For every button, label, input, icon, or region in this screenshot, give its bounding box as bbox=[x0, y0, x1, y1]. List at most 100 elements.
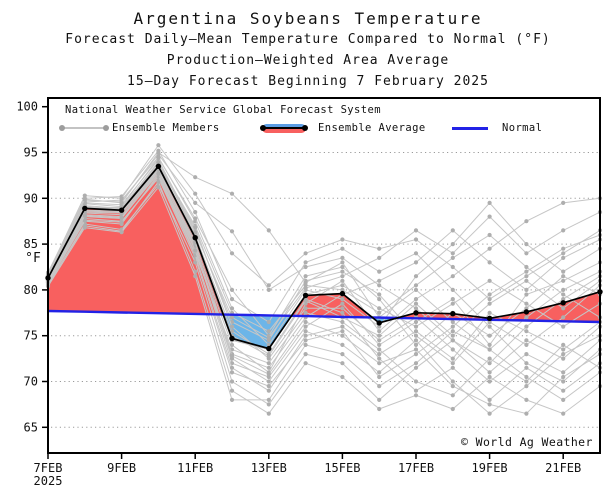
ensemble-member-dot bbox=[413, 329, 419, 334]
ensemble-member-dot bbox=[487, 278, 492, 283]
ensemble-member-dot bbox=[413, 283, 419, 288]
ensemble-member-dot bbox=[303, 361, 308, 366]
ensemble-member-dot bbox=[119, 215, 124, 220]
ensemble-member-dot bbox=[377, 310, 382, 315]
ensemble-member-dot bbox=[561, 269, 566, 274]
ensemble-member-dot bbox=[450, 264, 455, 270]
ensemble-member-dot bbox=[413, 324, 419, 329]
ensemble-member-dot bbox=[303, 329, 308, 334]
ensemble-member-dot bbox=[413, 297, 419, 302]
ensemble-member-dot bbox=[524, 264, 529, 270]
ensemble-member-dot bbox=[487, 411, 492, 416]
ensemble-member-dot bbox=[193, 216, 198, 221]
ensemble-member-dot bbox=[340, 301, 345, 306]
ensemble-member-dot bbox=[119, 220, 124, 225]
ensemble-member-dot bbox=[229, 353, 235, 358]
ensemble-member-dot bbox=[450, 329, 455, 334]
ensemble-member-dot bbox=[450, 297, 455, 302]
ensemble-member-dot bbox=[193, 225, 198, 230]
ensemble-member-dot bbox=[450, 324, 455, 329]
ensemble-member-dot bbox=[377, 352, 382, 357]
ensemble-member-dot bbox=[303, 298, 308, 303]
ensemble-member-dot bbox=[524, 411, 529, 416]
ensemble-member-dot bbox=[266, 372, 271, 377]
y-axis-label: °F bbox=[25, 251, 41, 266]
ensemble-member-dot bbox=[450, 301, 455, 306]
ensemble-member-dot bbox=[524, 242, 529, 247]
ensemble-member-dot bbox=[561, 379, 566, 384]
ensemble-member-dot bbox=[229, 342, 235, 347]
ensemble-member-dot bbox=[377, 347, 382, 352]
ensemble-member-dot bbox=[487, 342, 492, 347]
ensemble-member-dot bbox=[450, 319, 455, 325]
y-tick-label: 95 bbox=[24, 146, 38, 160]
ensemble-member-dot bbox=[524, 338, 529, 343]
ensemble-member-dot bbox=[524, 342, 529, 347]
ensemble-member-dot bbox=[487, 402, 492, 407]
ensemble-member-dot bbox=[303, 280, 308, 285]
ensemble-member-dot bbox=[156, 179, 161, 184]
ensemble-member-dot bbox=[229, 287, 235, 292]
ensemble-member-line bbox=[47, 151, 601, 401]
ensemble-member-dot bbox=[377, 338, 382, 343]
ensemble-member-dot bbox=[487, 347, 492, 352]
y-tick-label: 100 bbox=[16, 100, 38, 114]
ensemble-member-dot bbox=[524, 278, 529, 283]
ensemble-member-dot bbox=[450, 255, 455, 260]
ensemble-member-line bbox=[47, 186, 601, 401]
ensemble-member-dot bbox=[266, 353, 271, 358]
x-tick-label: 17FEB bbox=[398, 461, 434, 475]
ensemble-member-dot bbox=[82, 213, 87, 218]
ensemble-member-dot bbox=[193, 210, 198, 215]
ensemble-member-dot bbox=[303, 274, 308, 279]
ensemble-member-dot bbox=[229, 365, 235, 370]
ensemble-member-dot bbox=[561, 374, 566, 380]
ensemble-member-dot bbox=[377, 246, 382, 251]
ensemble-member-dot bbox=[229, 379, 235, 384]
ensemble-member-dot bbox=[450, 384, 455, 389]
ensemble-average-dot bbox=[155, 163, 162, 169]
ensemble-member-dot bbox=[340, 278, 345, 283]
ensemble-member-dot bbox=[487, 297, 492, 302]
ensemble-member-dot bbox=[156, 171, 161, 176]
ensemble-average-line bbox=[47, 164, 601, 350]
y-tick-label: 75 bbox=[24, 329, 38, 343]
ensemble-member-dot bbox=[487, 200, 492, 205]
ensemble-member-dot bbox=[524, 292, 529, 297]
x-tick-label: 19FEB bbox=[472, 461, 508, 475]
ensemble-member-dot bbox=[487, 260, 492, 265]
ensemble-member-dot bbox=[377, 255, 382, 260]
ensemble-member-dot bbox=[193, 260, 198, 265]
ensemble-member-dot bbox=[487, 379, 492, 384]
ensemble-member-dot bbox=[303, 324, 308, 329]
ensemble-average-dot bbox=[192, 235, 198, 241]
ensemble-member-dot bbox=[377, 297, 382, 302]
ensemble-member-dot bbox=[450, 406, 455, 412]
ensemble-member-dot bbox=[561, 342, 566, 347]
ensemble-member-dot bbox=[303, 352, 308, 357]
ensemble-average-dot bbox=[118, 207, 125, 213]
ensemble-member-dot bbox=[156, 150, 161, 155]
ensemble-member-dot bbox=[340, 319, 345, 325]
ensemble-member-dot bbox=[303, 310, 308, 315]
ensemble-member-dot bbox=[193, 175, 198, 180]
ensemble-member-dot bbox=[266, 365, 271, 370]
ensemble-member-dot bbox=[303, 319, 308, 325]
x-tick-label: 9FEB bbox=[107, 461, 136, 475]
ensemble-member-dot bbox=[377, 356, 382, 361]
ensemble-member-dot bbox=[561, 306, 566, 311]
ensemble-member-dot bbox=[413, 251, 419, 256]
ensemble-member-dot bbox=[266, 329, 271, 334]
ensemble-member-dot bbox=[303, 338, 308, 343]
ensemble-member-dot bbox=[340, 310, 345, 315]
ensemble-member-dot bbox=[266, 361, 271, 366]
ensemble-member-dot bbox=[413, 333, 419, 338]
ensemble-member-dot bbox=[156, 160, 161, 165]
ensemble-member-dot bbox=[487, 310, 492, 315]
ensemble-member-dot bbox=[561, 297, 566, 302]
fill-above-normal bbox=[397, 291, 600, 322]
x-tick-label: 21FEB bbox=[545, 461, 581, 475]
ensemble-member-dot bbox=[561, 352, 566, 357]
ensemble-member-dot bbox=[266, 384, 271, 389]
